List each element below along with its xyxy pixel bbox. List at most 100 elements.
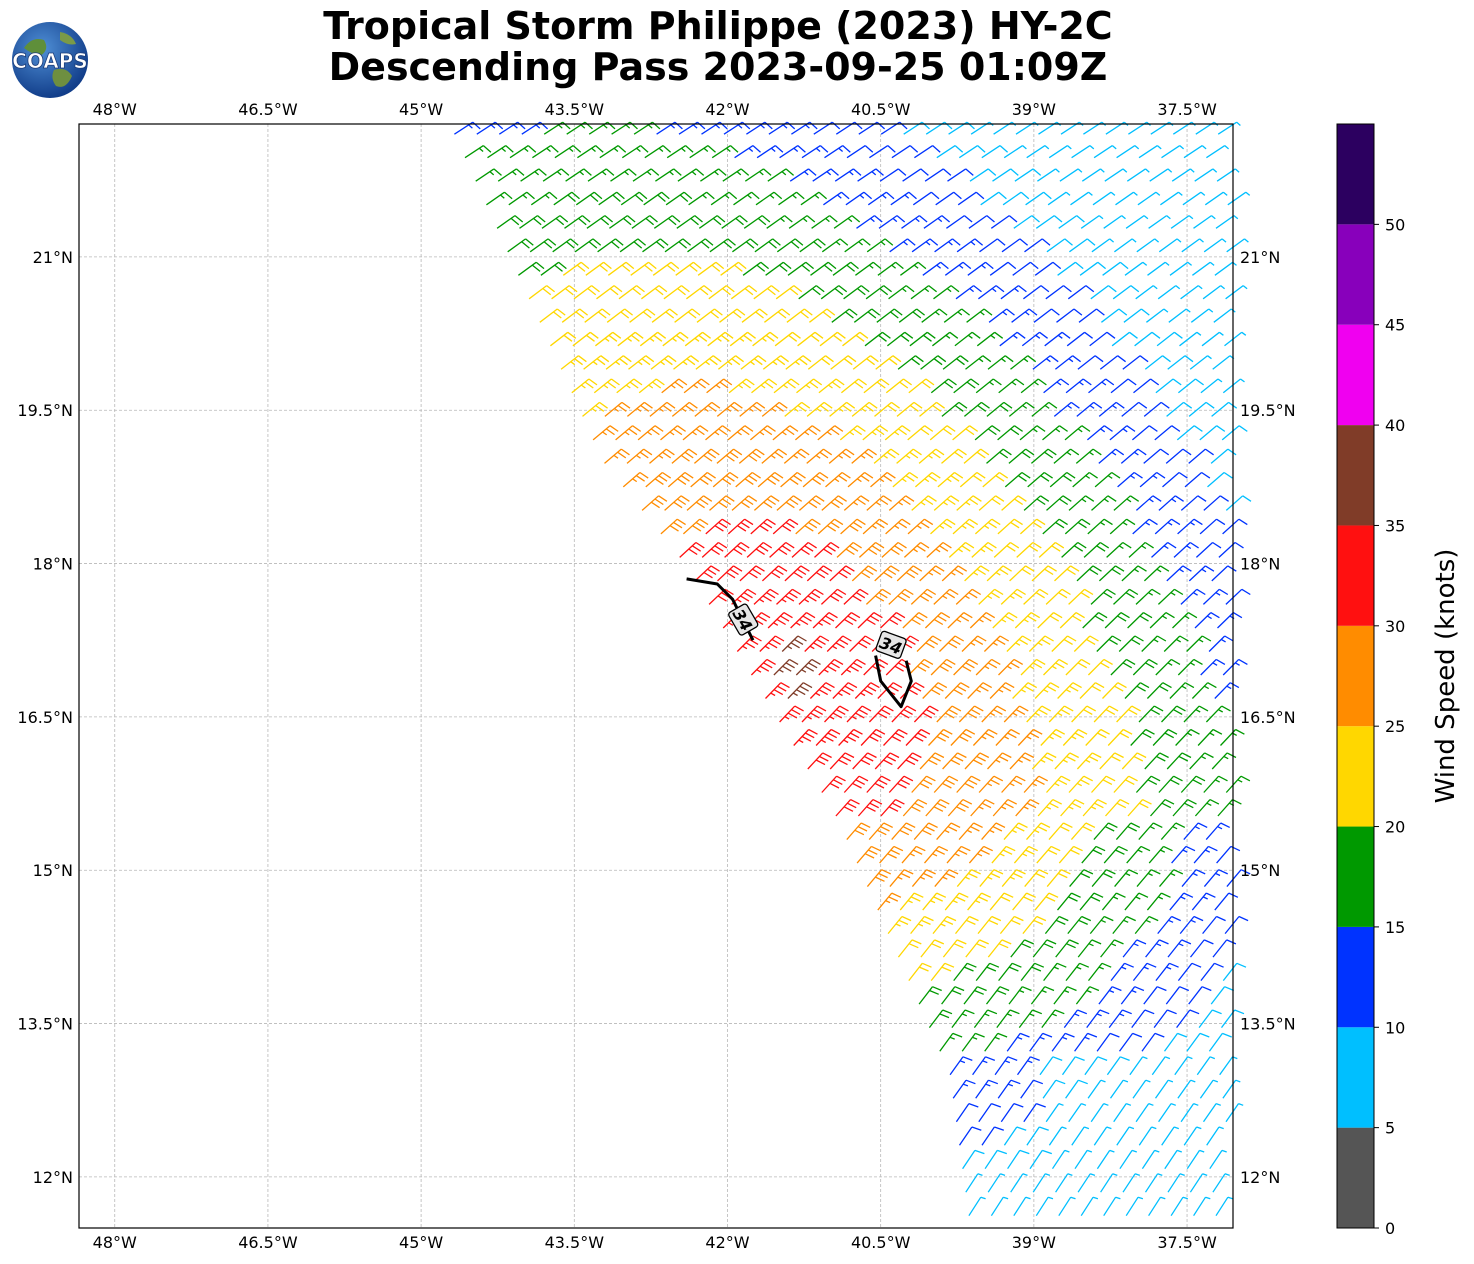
wind-barb: [844, 238, 871, 253]
wind-barb: [924, 845, 949, 864]
wind-barb: [1214, 682, 1240, 699]
wind-barb: [1197, 728, 1223, 746]
wind-barb: [901, 215, 928, 229]
wind-barb: [1089, 331, 1116, 347]
wind-barb: [946, 845, 971, 864]
wind-barb: [1138, 145, 1162, 159]
wind-barb: [1091, 238, 1115, 253]
wind-barb: [966, 308, 993, 323]
wind-barb: [1117, 471, 1143, 488]
wind-barb: [610, 168, 637, 182]
wind-barb: [1074, 1032, 1098, 1052]
wind-barb: [1092, 191, 1116, 206]
wind-barb: [1014, 168, 1042, 182]
wind-barb: [843, 285, 870, 300]
wind-barb: [851, 565, 878, 582]
wind-barb: [965, 939, 989, 958]
wind-barb: [1013, 1196, 1031, 1217]
wind-barb: [806, 401, 833, 417]
wind-barb: [868, 822, 893, 841]
wind-barb: [1184, 471, 1211, 488]
wind-barb: [953, 378, 980, 394]
wind-barb: [986, 448, 1012, 464]
wind-barb: [832, 261, 859, 276]
wind-barb: [1131, 1009, 1155, 1028]
wind-barb: [1020, 1079, 1044, 1099]
wind-barb: [1008, 448, 1035, 464]
wind-barb: [889, 869, 914, 888]
wind-barb: [879, 845, 904, 864]
lat-tick-label-right: 12°N: [1240, 1168, 1280, 1187]
wind-barb: [1087, 518, 1113, 535]
lat-tick-label-right: 18°N: [1240, 555, 1280, 574]
wind-barb: [1144, 752, 1169, 770]
wind-barb: [922, 261, 949, 276]
wind-barb: [1057, 261, 1084, 276]
wind-barb: [1154, 425, 1181, 441]
colorbar-label: Wind Speed (knots): [1431, 549, 1461, 804]
wind-barb: [983, 635, 1010, 652]
wind-barb: [1157, 285, 1181, 300]
wind-barb: [842, 331, 869, 347]
wind-barb: [1036, 845, 1061, 864]
wind-barb: [854, 682, 880, 699]
wind-barb: [705, 425, 731, 441]
wind-barb: [838, 728, 863, 746]
wind-barb: [1208, 1032, 1232, 1052]
wind-barb: [743, 215, 771, 229]
wind-barb: [974, 518, 1001, 535]
wind-barb: [673, 355, 700, 370]
wind-barb: [973, 1009, 998, 1028]
wind-barb: [1138, 1126, 1157, 1146]
wind-barb: [1202, 588, 1229, 605]
wind-barb: [1158, 495, 1184, 511]
wind-barb: [1046, 869, 1071, 888]
wind-barb: [1204, 191, 1228, 206]
wind-barb: [1212, 355, 1235, 370]
wind-barb: [963, 986, 987, 1005]
wind-barb: [920, 939, 945, 958]
wind-barb: [965, 355, 992, 370]
wind-barb: [798, 588, 824, 605]
wind-barb: [1208, 635, 1234, 652]
wind-barb: [821, 238, 849, 253]
wind-barb: [928, 1009, 953, 1028]
wind-barb: [1001, 775, 1026, 793]
colorbar-swatch: [1337, 826, 1374, 927]
wind-barb: [1213, 308, 1236, 323]
wind-barb: [975, 962, 1000, 981]
wind-barb: [694, 401, 721, 417]
lat-tick-label-left: 19.5°N: [17, 401, 73, 420]
wind-barb: [644, 145, 672, 159]
wind-barb: [1082, 799, 1107, 817]
wind-barb: [955, 588, 982, 605]
wind-barb: [722, 168, 750, 182]
wind-barb: [1199, 1079, 1219, 1099]
wind-barb: [887, 915, 912, 935]
wind-barb: [787, 261, 815, 276]
wind-barb: [1061, 541, 1087, 558]
wind-barb: [1133, 378, 1160, 394]
wind-barb: [1194, 612, 1220, 629]
wind-barb: [944, 892, 969, 911]
colorbar-tick-label: 35: [1385, 516, 1405, 535]
wind-barb: [1158, 238, 1182, 253]
wind-barb: [1146, 682, 1172, 699]
wind-barb: [1066, 331, 1093, 347]
wind-barb: [1188, 565, 1215, 582]
wind-barb: [1130, 728, 1155, 746]
wind-barb: [1109, 518, 1136, 535]
wind-barb: [1065, 962, 1090, 982]
wind-barb: [1042, 518, 1068, 535]
lon-tick-label-bottom: 46.5°W: [238, 1233, 298, 1252]
colorbar-tick-label: 10: [1385, 1018, 1405, 1037]
wind-barb: [806, 448, 833, 464]
wind-barb: [798, 495, 825, 511]
wind-barb: [941, 448, 967, 464]
wind-barb: [1222, 1079, 1241, 1099]
lat-tick-label-left: 12°N: [33, 1168, 73, 1187]
wind-barb: [1067, 915, 1092, 935]
wind-barb: [1017, 728, 1043, 746]
wind-barb: [1135, 588, 1161, 605]
wind-barb: [662, 331, 689, 347]
